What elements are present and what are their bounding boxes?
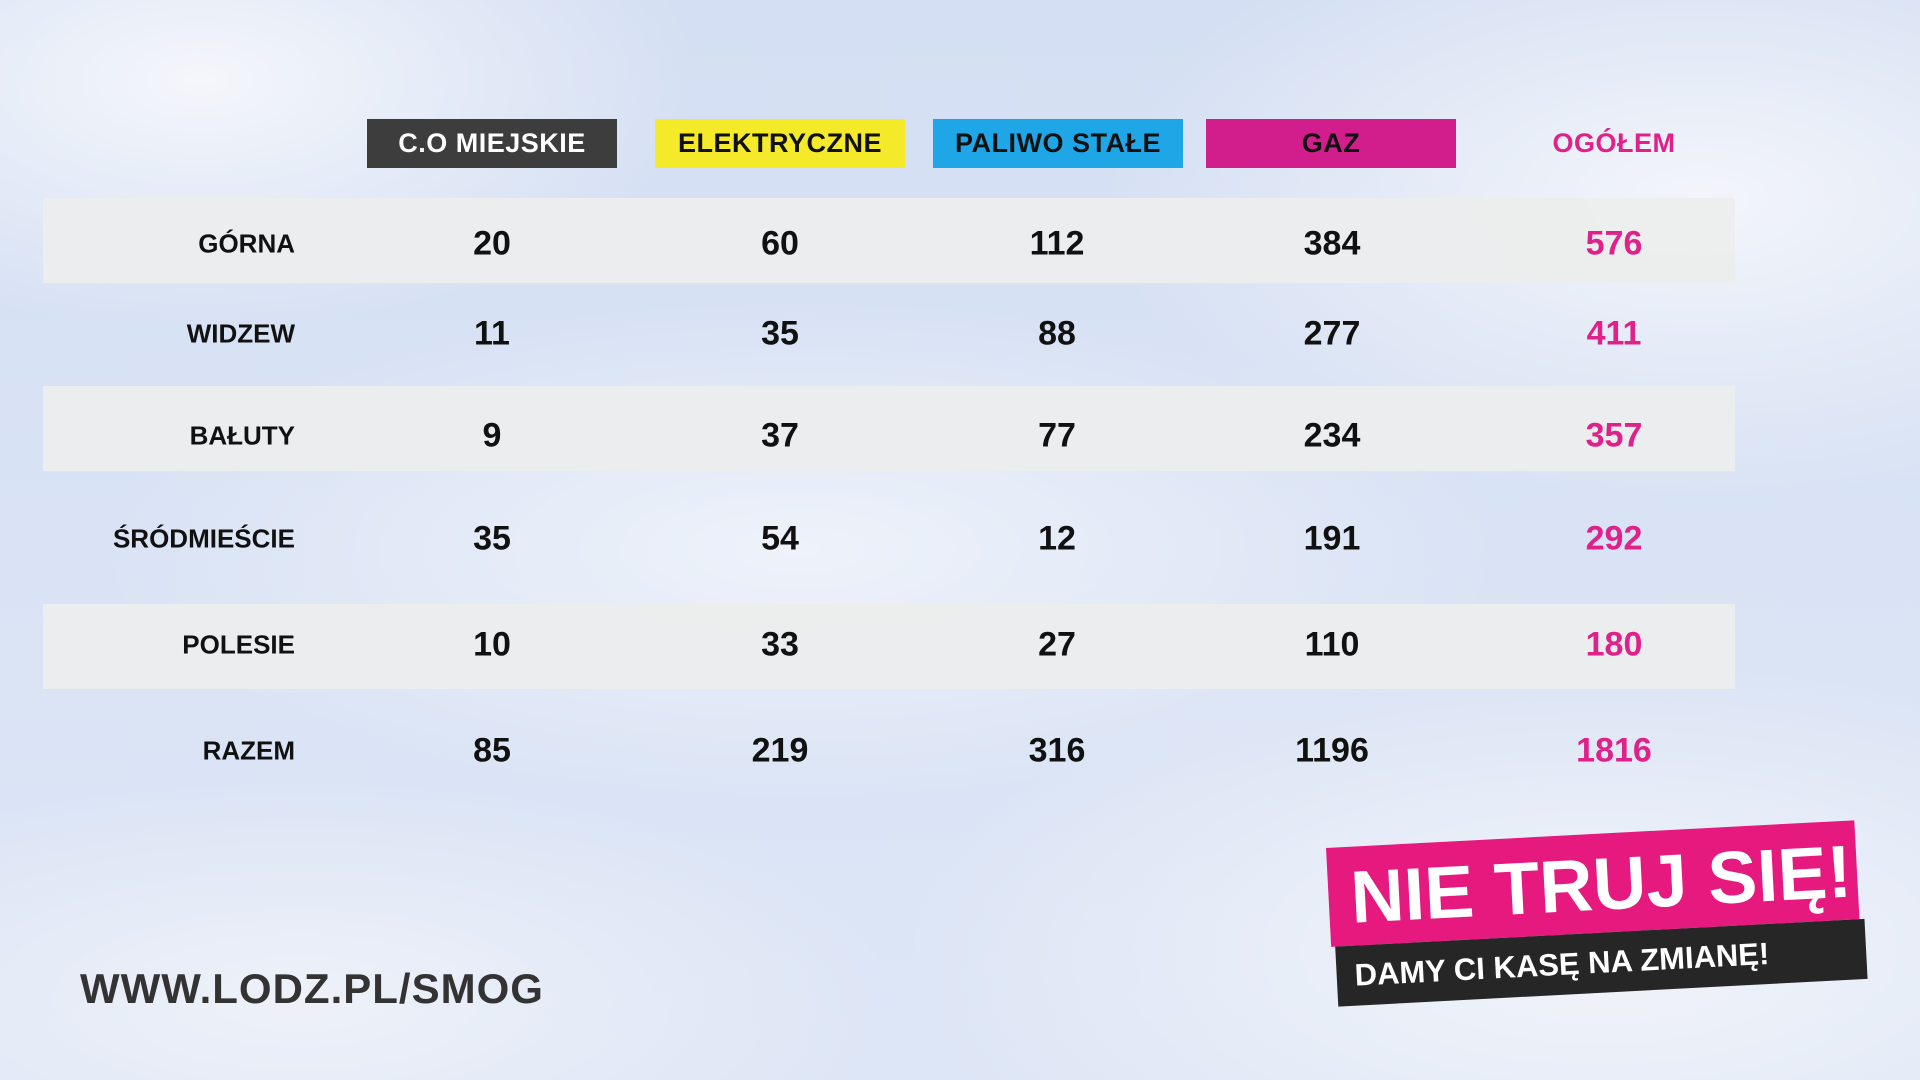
table-cell: 12	[1038, 519, 1076, 558]
column-header: C.O MIEJSKIE	[367, 119, 617, 168]
table-cell: 191	[1303, 519, 1361, 558]
row-label: RAZEM	[202, 735, 295, 766]
total-cell: 411	[1586, 314, 1642, 353]
row-label: GÓRNA	[198, 228, 295, 259]
row-label: BAŁUTY	[189, 420, 295, 451]
total-cell: 1816	[1576, 731, 1652, 770]
row-band	[43, 198, 1735, 283]
table-cell: 384	[1303, 224, 1361, 263]
total-cell: 576	[1585, 224, 1643, 263]
table-cell: 20	[473, 224, 511, 263]
row-label: POLESIE	[182, 629, 295, 660]
row-label: ŚRÓDMIEŚCIE	[112, 523, 295, 554]
table-cell: 277	[1303, 314, 1361, 353]
website-url[interactable]: WWW.LODZ.PL/SMOG	[80, 965, 544, 1012]
table-cell: 9	[482, 416, 502, 455]
table-cell: 316	[1028, 731, 1086, 770]
table-cell: 54	[761, 519, 799, 558]
campaign-badge: NIE TRUJ SIĘ! DAMY CI KASĘ NA ZMIANĘ!	[1326, 820, 1868, 1007]
row-band	[43, 604, 1735, 689]
column-header: OGÓŁEM	[1552, 128, 1676, 158]
table-cell: 219	[751, 731, 809, 770]
table-cell: 85	[473, 731, 511, 770]
total-cell: 292	[1585, 519, 1643, 558]
table-cell: 1196	[1295, 731, 1369, 770]
table-cell: 11	[474, 314, 510, 353]
table-cell: 60	[761, 224, 799, 263]
table-cell: 35	[473, 519, 511, 558]
row-band	[43, 386, 1735, 471]
table-cell: 33	[761, 625, 799, 664]
table-cell: 110	[1304, 625, 1360, 664]
table-cell: 112	[1029, 224, 1085, 263]
column-header: GAZ	[1206, 119, 1456, 168]
table-cell: 77	[1038, 416, 1076, 455]
table-cell: 234	[1303, 416, 1361, 455]
table-cell: 10	[473, 625, 511, 664]
table-cell: 37	[761, 416, 799, 455]
table-cell: 88	[1038, 314, 1076, 353]
total-cell: 357	[1585, 416, 1643, 455]
table-cell: 35	[761, 314, 799, 353]
total-cell: 180	[1585, 625, 1643, 664]
column-header: PALIWO STAŁE	[933, 119, 1183, 168]
row-label: WIDZEW	[186, 318, 295, 349]
column-header: ELEKTRYCZNE	[655, 119, 905, 168]
table-cell: 27	[1038, 625, 1076, 664]
